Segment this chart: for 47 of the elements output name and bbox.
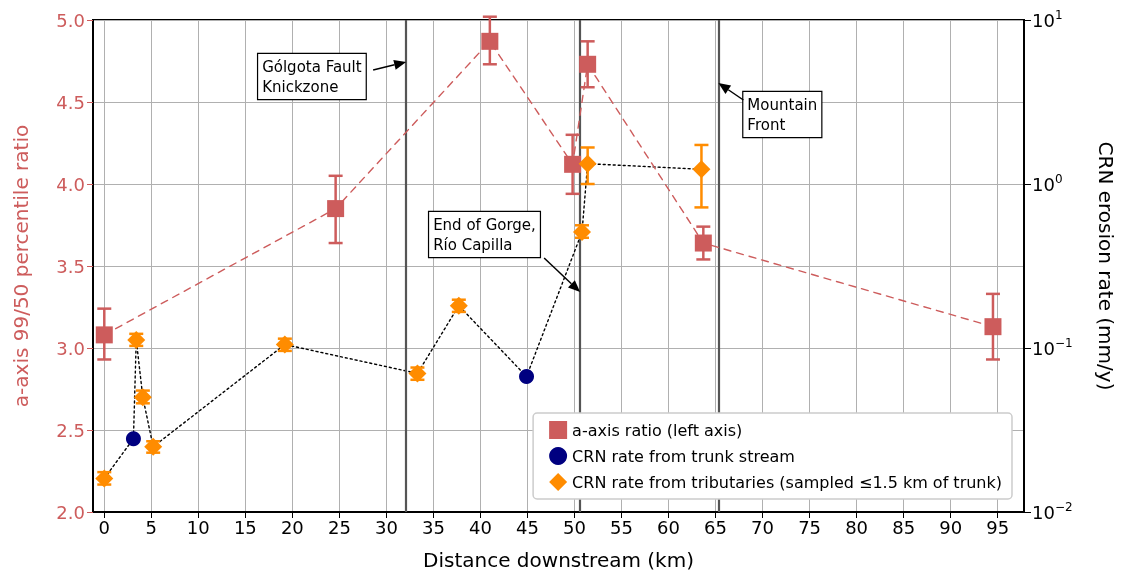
x-tick-label: 90 [939,516,963,538]
annotation: Gólgota Fault Knickzone [262,58,362,96]
x-tick-label: 40 [468,516,492,538]
x-axis-title: Distance downstream (km) [423,548,694,572]
x-tick-label: 45 [516,516,539,538]
y-tick-label: 3.0 [56,337,85,359]
point [481,32,499,50]
y-tick-label: 4.0 [56,173,85,195]
x-tick-label: 60 [657,516,680,538]
point [519,369,535,385]
point [984,318,1002,336]
point [327,200,345,218]
x-tick-label: 25 [327,516,351,538]
x-tick-label: 80 [845,516,869,538]
x-tick-label: 5 [145,516,158,538]
y-axis-title: a-axis 99/50 percentile ratio [9,124,33,408]
legend-label: CRN rate from trunk stream [572,446,795,466]
legend-label: CRN rate from tributaries (sampled ≤1.5 km of trunk) [572,472,1002,492]
annotation: Mountain Front [747,96,818,134]
point [694,234,712,252]
point [564,155,582,173]
x-tick-label: 30 [374,516,398,538]
x-tick-label: 20 [280,516,304,538]
y-tick-label: 2.0 [56,501,85,523]
y2-axis-title: CRN erosion rate (mm/y) [1094,141,1118,391]
y-tick-label: 2.5 [56,419,85,441]
x-tick-label: 55 [610,516,633,538]
x-tick-label: 10 [186,516,210,538]
legend-label: a-axis ratio (left axis) [572,420,743,440]
x-tick-label: 65 [704,516,727,538]
x-tick-label: 0 [98,516,111,538]
x-tick-label: 75 [798,516,822,538]
x-tick-label: 95 [986,516,1010,538]
x-tick-label: 35 [421,516,445,538]
point [125,431,141,447]
point [578,154,597,173]
x-tick-label: 70 [751,516,775,538]
point [95,326,113,344]
x-tick-label: 50 [563,516,586,538]
point [692,160,711,179]
x-tick-label: 85 [892,516,916,538]
annotation: End of Gorge, Río Capilla [433,216,536,254]
y-tick-label: 3.5 [56,255,85,277]
y-tick-label: 4.5 [56,91,85,113]
point [579,55,597,73]
y-tick-label: 5.0 [56,9,85,31]
x-tick-label: 15 [233,516,257,538]
